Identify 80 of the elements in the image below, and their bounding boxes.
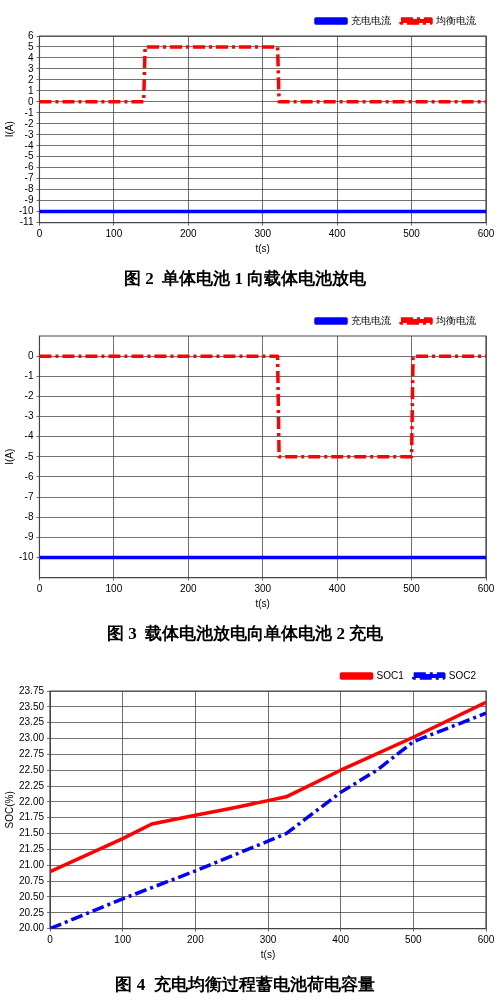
x-tick-label: 400 xyxy=(328,228,346,240)
y-tick-label: 5 xyxy=(27,40,34,52)
y-tick-label: -2 xyxy=(24,117,34,129)
y-tick-label: -2 xyxy=(24,390,34,402)
y-tick-label: 0 xyxy=(27,349,34,361)
x-tick-label: 100 xyxy=(105,583,123,595)
legend-label: 均衡电流 xyxy=(435,14,476,26)
y-tick-label: -8 xyxy=(24,510,34,522)
x-tick-label: 500 xyxy=(403,583,421,595)
text: 图 2 单体电池 1 向载体电池放电 xyxy=(123,269,368,289)
x-tick-label: 100 xyxy=(105,228,123,240)
y-tick-label: -6 xyxy=(24,470,34,482)
y-tick-label: -8 xyxy=(24,183,34,195)
y-tick-label: -1 xyxy=(24,106,34,118)
y-tick-label: -1 xyxy=(24,370,34,382)
y-tick-label: 21.00 xyxy=(18,858,45,870)
y-tick-label: 23.00 xyxy=(18,732,45,744)
legend-label: 均衡电流 xyxy=(435,314,476,326)
x-tick-label: 300 xyxy=(254,228,272,240)
x-tick-label: 0 xyxy=(47,934,54,946)
x-tick-label: 400 xyxy=(328,583,346,595)
x-tick-label: 500 xyxy=(403,228,421,240)
y-tick-label: 23.50 xyxy=(18,700,45,712)
line-series xyxy=(50,711,486,929)
legend-label: 充电电流 xyxy=(351,314,391,326)
x-tick-label: 200 xyxy=(179,583,198,595)
y-tick-label: 20.00 xyxy=(18,922,45,934)
y-tick-label: 22.25 xyxy=(18,779,45,791)
y-tick-label: -7 xyxy=(24,490,34,502)
y-tick-label: 22.50 xyxy=(18,763,45,775)
y-tick-label: -5 xyxy=(24,450,34,462)
x-tick-label: 200 xyxy=(187,934,205,946)
y-tick-label: -3 xyxy=(24,128,34,140)
x-tick-label: 300 xyxy=(254,583,272,595)
x-tick-label: 600 xyxy=(477,934,495,946)
y-tick-label: 6 xyxy=(27,29,34,41)
y-tick-label: -10 xyxy=(19,205,34,217)
y-tick-label: 21.25 xyxy=(18,843,45,855)
y-axis-title: SOC(%) xyxy=(3,791,15,829)
y-tick-label: -9 xyxy=(24,194,34,206)
y-tick-label: 22.75 xyxy=(18,748,45,760)
y-tick-label: -5 xyxy=(24,150,34,162)
y-tick-label: -4 xyxy=(24,139,34,151)
y-tick-label: -4 xyxy=(24,430,34,442)
y-tick-label: -11 xyxy=(19,216,34,228)
y-tick-label: 22.00 xyxy=(18,795,45,807)
x-tick-label: 500 xyxy=(404,934,423,946)
legend-label: SOC2 xyxy=(448,669,477,681)
x-tick-label: 100 xyxy=(114,934,132,946)
text: 图 3 载体电池放电向单体电池 2 充电 xyxy=(106,624,385,644)
y-tick-label: -7 xyxy=(24,172,34,184)
x-axis-title: t(s) xyxy=(260,949,276,961)
legend-label: SOC1 xyxy=(376,669,405,681)
text: 图 4 充电均衡过程蓄电池荷电容量 xyxy=(115,975,375,995)
y-tick-label: 20.25 xyxy=(18,906,45,918)
x-tick-label: 300 xyxy=(259,934,277,946)
y-tick-label: -10 xyxy=(19,551,34,563)
y-tick-label: 21.75 xyxy=(18,811,45,823)
x-axis-title: t(s) xyxy=(255,243,270,255)
y-tick-label: 1 xyxy=(27,84,34,96)
y-tick-label: 20.75 xyxy=(18,874,45,886)
y-tick-label: -3 xyxy=(24,410,34,422)
x-tick-label: 600 xyxy=(477,583,495,595)
legend-label: 充电电流 xyxy=(351,14,391,26)
y-tick-label: 0 xyxy=(27,95,34,107)
x-tick-label: 600 xyxy=(477,228,495,240)
y-tick-label: 2 xyxy=(27,73,34,85)
x-tick-label: 200 xyxy=(179,228,198,240)
y-tick-label: 21.50 xyxy=(18,827,45,839)
y-tick-label: -6 xyxy=(24,161,34,173)
y-tick-label: 3 xyxy=(27,62,34,74)
y-axis-title: I(A) xyxy=(3,121,15,138)
y-tick-label: -9 xyxy=(24,531,34,543)
x-tick-label: 400 xyxy=(332,934,350,946)
y-tick-label: 20.50 xyxy=(18,890,45,902)
y-tick-label: 23.25 xyxy=(18,716,45,728)
x-axis-title: t(s) xyxy=(255,598,270,610)
y-tick-label: 23.75 xyxy=(18,684,45,696)
y-tick-label: 4 xyxy=(27,51,34,63)
y-axis-title: I(A) xyxy=(3,448,15,465)
